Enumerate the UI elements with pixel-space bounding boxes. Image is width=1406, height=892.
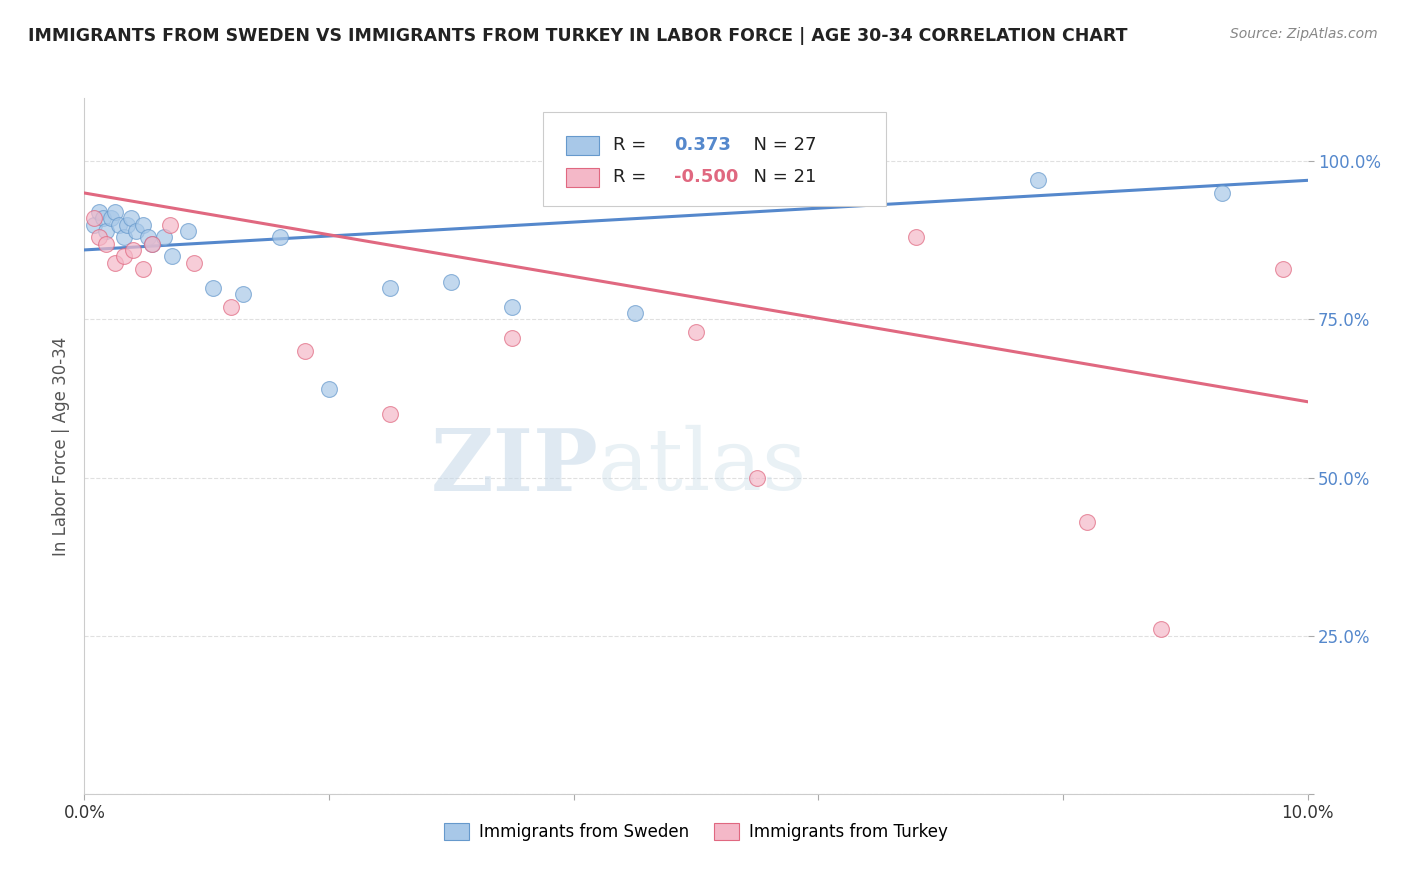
Point [122,243,145,257]
Point [318,382,340,396]
Point [440,275,463,289]
Text: 0.373: 0.373 [673,136,731,154]
Y-axis label: In Labor Force | Age 30-34: In Labor Force | Age 30-34 [52,336,70,556]
Point [183,255,205,269]
Point [380,281,402,295]
Point [96,236,118,251]
Text: Source: ZipAtlas.com: Source: ZipAtlas.com [1230,27,1378,41]
Point [1076,515,1098,529]
Point [104,255,127,269]
Text: atlas: atlas [598,425,807,508]
Text: R =: R = [613,136,658,154]
Point [747,470,769,484]
Point [232,287,254,301]
Point [141,236,163,251]
Point [177,224,200,238]
Point [83,218,105,232]
Point [269,230,291,244]
Point [83,211,105,226]
FancyBboxPatch shape [543,112,886,206]
Point [1150,623,1173,637]
Text: ZIP: ZIP [430,425,598,508]
Point [87,230,110,244]
Text: N = 27: N = 27 [742,136,817,154]
FancyBboxPatch shape [567,136,599,155]
Point [112,230,135,244]
Point [112,249,135,263]
Point [136,230,159,244]
Point [120,211,142,226]
Legend: Immigrants from Sweden, Immigrants from Turkey: Immigrants from Sweden, Immigrants from … [437,817,955,848]
Point [132,218,155,232]
Point [685,325,707,339]
Point [502,331,524,345]
Point [104,205,127,219]
Text: R =: R = [613,169,652,186]
FancyBboxPatch shape [567,168,599,186]
Point [125,224,148,238]
Point [1272,261,1295,276]
Point [294,344,316,359]
Text: -0.500: -0.500 [673,169,738,186]
Point [1028,173,1050,187]
Point [100,211,122,226]
Point [380,408,402,422]
Point [153,230,176,244]
Point [96,224,118,238]
Point [107,218,129,232]
Point [1211,186,1233,200]
Point [91,211,114,226]
Point [87,205,110,219]
Point [115,218,138,232]
Text: IMMIGRANTS FROM SWEDEN VS IMMIGRANTS FROM TURKEY IN LABOR FORCE | AGE 30-34 CORR: IMMIGRANTS FROM SWEDEN VS IMMIGRANTS FRO… [28,27,1128,45]
Point [132,261,155,276]
Point [624,306,647,320]
Point [162,249,184,263]
Point [141,236,163,251]
Point [159,218,181,232]
Point [905,230,928,244]
Point [502,300,524,314]
Point [219,300,242,314]
Text: N = 21: N = 21 [742,169,817,186]
Point [201,281,224,295]
